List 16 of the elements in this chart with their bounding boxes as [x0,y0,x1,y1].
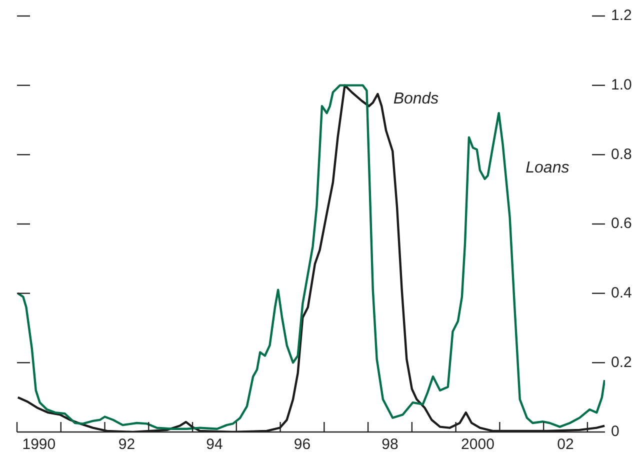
x-tick-label: 2000 [461,436,494,454]
series-label: Loans [526,159,570,176]
y-tick-label: 1.0 [611,76,632,94]
x-tick-label: 92 [118,436,136,454]
y-tick-label: 0 [611,423,620,440]
x-tick-label: 94 [206,436,223,454]
y-tick-label: 0.6 [611,215,632,232]
x-tick-label: 96 [294,436,311,454]
x-tick-label: 98 [382,436,398,454]
series-label: Bonds [393,90,439,108]
y-tick-label: 1.2 [611,7,632,24]
y-tick-label: 0.2 [611,354,632,371]
y-tick-label: 0.8 [611,146,632,163]
x-tick-label: 1990 [22,436,56,454]
x-tick-label: 02 [557,436,574,454]
y-tick-label: 0.4 [611,284,632,302]
